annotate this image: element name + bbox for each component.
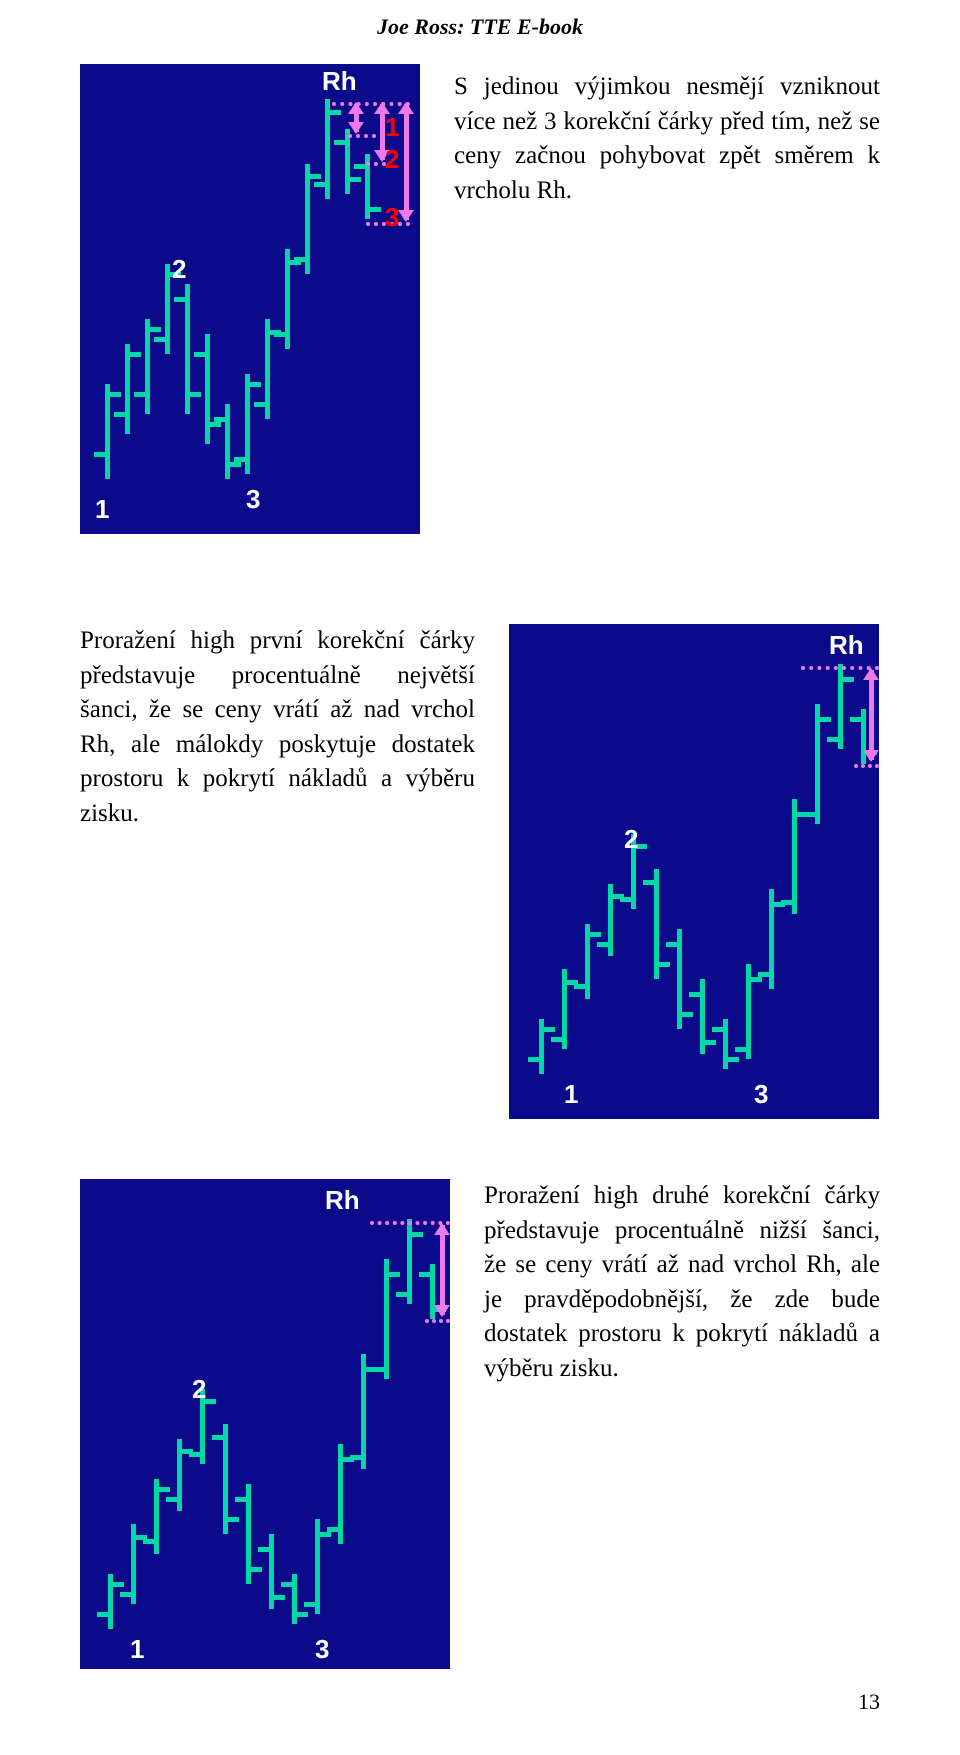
price-bar <box>338 1444 343 1544</box>
chart-label: 2 <box>624 824 638 855</box>
price-bar <box>792 799 797 914</box>
price-bar <box>245 374 250 474</box>
magenta-vertical-line <box>440 1225 445 1315</box>
chart-label: 3 <box>754 1079 768 1110</box>
magenta-vertical-line <box>404 104 409 220</box>
price-bar <box>608 884 613 956</box>
chart-label: Rh <box>829 630 864 661</box>
arrow-down-icon <box>434 1305 450 1317</box>
price-bar <box>700 979 705 1054</box>
arrow-up-icon <box>434 1223 450 1235</box>
chart-3-second-correction-breakout: 1 2 3 Rh <box>80 1179 450 1669</box>
price-bar <box>177 1439 182 1511</box>
chart-label: 2 <box>385 144 399 175</box>
price-bar <box>205 334 210 444</box>
page-header: Joe Ross: TTE E-book <box>80 0 880 64</box>
magenta-dashed-line <box>425 1319 450 1323</box>
magenta-dashed-line <box>348 134 384 138</box>
price-bar <box>246 1484 251 1584</box>
chart-label: Rh <box>325 1185 360 1216</box>
section-3: 1 2 3 Rh Proražení high druhé korekční čárk… <box>80 1179 880 1669</box>
price-bar <box>145 319 150 414</box>
price-bar <box>269 1534 274 1609</box>
price-bar <box>285 249 290 349</box>
magenta-dashed-line <box>366 162 386 166</box>
price-bar <box>265 319 270 419</box>
price-bar <box>315 1519 320 1614</box>
chart-1-rh-correction: 123Rh123 <box>80 64 420 534</box>
chart-label: 2 <box>172 254 186 285</box>
price-bar <box>562 969 567 1049</box>
price-bar <box>654 869 659 979</box>
paragraph-3: Proražení high druhé korekční čárky před… <box>484 1179 880 1386</box>
price-bar <box>223 1424 228 1534</box>
price-bar <box>838 664 843 749</box>
price-bar <box>677 929 682 1029</box>
arrow-up-icon <box>863 668 879 680</box>
price-bar <box>585 924 590 999</box>
price-bar <box>154 1479 159 1554</box>
magenta-vertical-line <box>869 670 874 760</box>
paragraph-1: S jedinou výjimkou nesmějí vzniknout víc… <box>454 64 880 208</box>
price-bar <box>108 1574 113 1629</box>
magenta-dashed-line <box>854 764 879 768</box>
price-bar <box>125 344 130 434</box>
price-bar <box>769 889 774 989</box>
arrow-down-icon <box>863 750 879 762</box>
price-bar <box>723 1019 728 1069</box>
price-bar <box>361 1354 366 1469</box>
paragraph-2: Proražení high první korekční čárky před… <box>80 624 475 831</box>
chart-label: 2 <box>192 1374 206 1405</box>
section-2: Proražení high první korekční čárky před… <box>80 624 880 1119</box>
price-bar <box>292 1574 297 1624</box>
price-bar <box>815 704 820 824</box>
price-bar <box>105 384 110 479</box>
price-bar <box>131 1524 136 1604</box>
chart-label: 1 <box>95 494 109 525</box>
price-bar <box>305 164 310 274</box>
chart-label: Rh <box>322 66 357 97</box>
arrow-down-icon <box>348 122 364 134</box>
chart-label: 3 <box>246 484 260 515</box>
section-1: 123Rh123 S jedinou výjimkou nesmějí vzni… <box>80 64 880 534</box>
chart-label: 1 <box>564 1079 578 1110</box>
price-bar <box>185 284 190 414</box>
price-bar <box>539 1019 544 1074</box>
chart-2-first-correction-breakout: 1 2 3 Rh <box>509 624 879 1119</box>
chart-label: 3 <box>315 1634 329 1665</box>
price-bar <box>345 129 350 194</box>
price-bar <box>225 404 230 479</box>
price-bar <box>407 1219 412 1304</box>
arrow-down-icon <box>398 210 414 222</box>
page-number: 13 <box>80 1679 880 1715</box>
arrow-up-icon <box>348 102 364 114</box>
chart-label: 1 <box>130 1634 144 1665</box>
price-bar <box>384 1259 389 1379</box>
price-bar <box>165 264 170 354</box>
price-bar <box>746 964 751 1059</box>
price-bar <box>325 99 330 199</box>
chart-label: 3 <box>385 202 399 233</box>
chart-label: 1 <box>385 112 399 143</box>
arrow-up-icon <box>398 102 414 114</box>
